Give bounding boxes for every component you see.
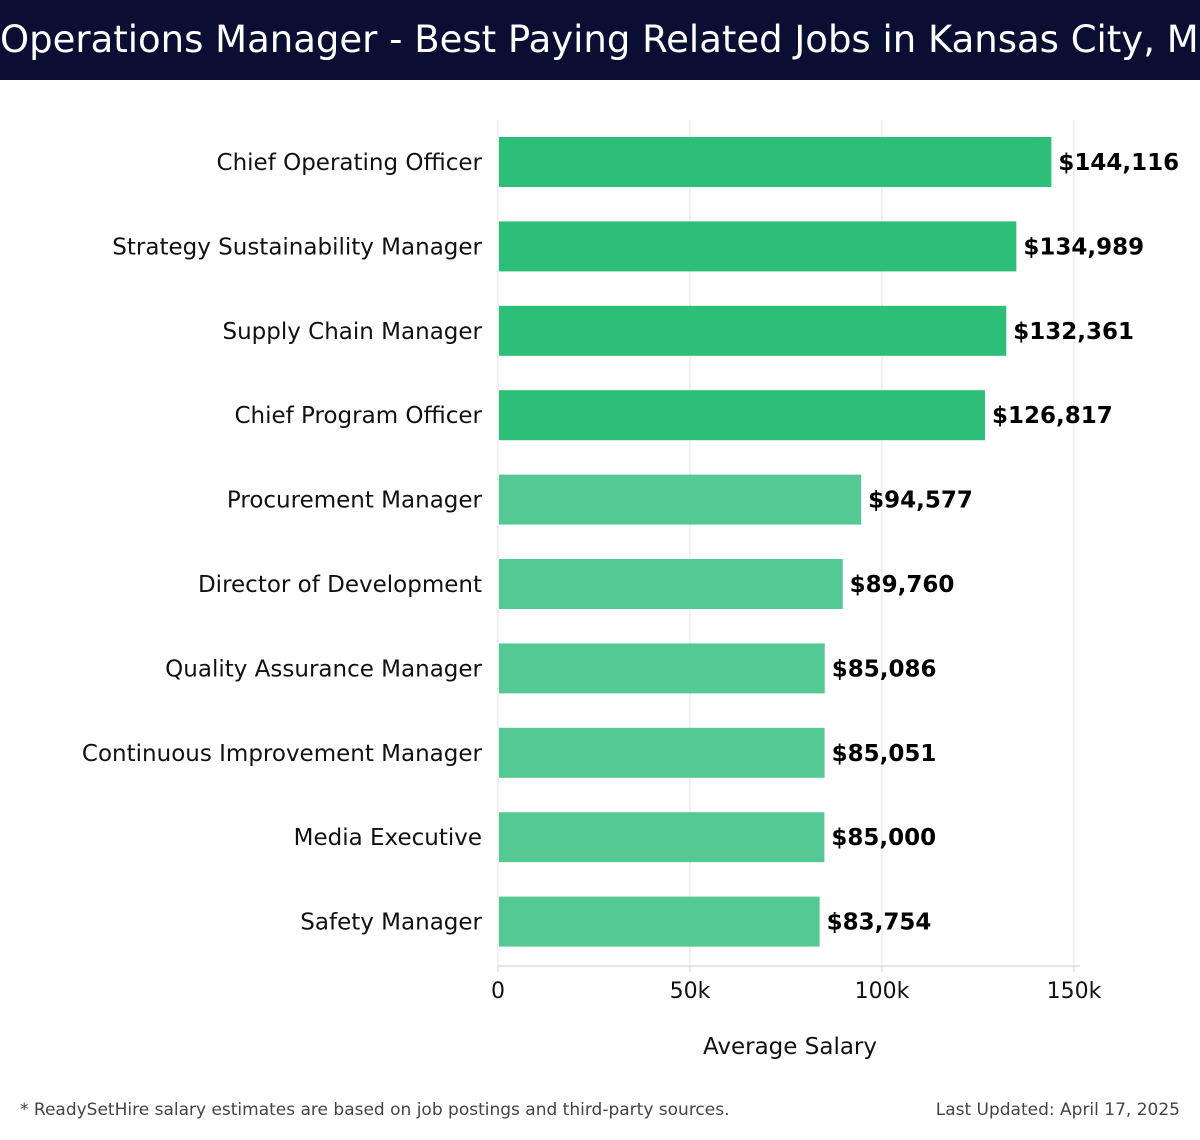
value-label: $132,361: [1013, 319, 1134, 345]
bar: [499, 137, 1052, 187]
category-label: Continuous Improvement Manager: [82, 741, 483, 767]
value-label: $85,086: [832, 656, 937, 682]
last-updated: Last Updated: April 17, 2025: [935, 1100, 1180, 1120]
value-labels: $144,116 $134,989 $132,361 $126,817 $94,577 $…: [827, 150, 1180, 936]
value-label: $85,000: [831, 825, 936, 851]
category-labels: Chief Operating Officer Strategy Sustaina…: [82, 150, 483, 936]
bar: [499, 727, 825, 778]
category-label: Chief Operating Officer: [217, 150, 483, 176]
x-axis-ticks: 0 50k 100k 150k: [491, 966, 1102, 1004]
bar: [499, 390, 985, 441]
bar: [499, 812, 825, 863]
bar: [499, 474, 862, 525]
bars: [499, 137, 1052, 947]
value-label: $134,989: [1023, 234, 1144, 260]
x-tick-label: 50k: [670, 979, 711, 1004]
value-label: $83,754: [827, 910, 932, 936]
bar: [499, 305, 1007, 356]
value-label: $85,051: [832, 741, 937, 767]
bar: [499, 896, 820, 947]
bar: [499, 559, 843, 609]
category-label: Strategy Sustainability Manager: [112, 234, 482, 260]
x-tick-label: 100k: [855, 979, 910, 1004]
category-label: Chief Program Officer: [234, 403, 482, 429]
bar: [499, 221, 1017, 272]
category-label: Media Executive: [294, 825, 482, 851]
x-tick-label: 150k: [1047, 979, 1102, 1004]
value-label: $144,116: [1058, 150, 1179, 176]
value-label: $126,817: [992, 403, 1113, 429]
x-tick-label: 0: [491, 979, 505, 1004]
category-label: Supply Chain Manager: [222, 319, 482, 345]
x-axis-title: Average Salary: [703, 1034, 877, 1060]
value-label: $94,577: [868, 488, 973, 514]
category-label: Safety Manager: [300, 910, 482, 936]
value-label: $89,760: [850, 572, 955, 598]
bar-chart: Chief Operating Officer Strategy Sustaina…: [82, 120, 1180, 1060]
chart-title: Operations Manager - Best Paying Related…: [0, 0, 1200, 80]
bar: [499, 643, 825, 694]
category-label: Procurement Manager: [227, 488, 483, 514]
category-label: Quality Assurance Manager: [165, 656, 482, 682]
footer-note: * ReadySetHire salary estimates are base…: [20, 1100, 730, 1120]
category-label: Director of Development: [198, 572, 482, 598]
